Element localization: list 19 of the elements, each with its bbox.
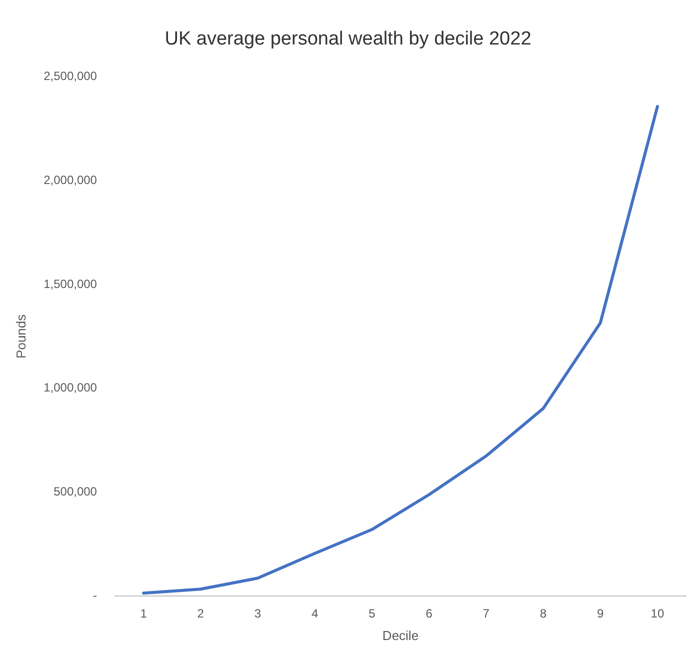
x-tick-label: 9: [597, 606, 604, 621]
x-tick-label: 4: [311, 606, 318, 621]
x-tick-label: 10: [650, 606, 664, 621]
x-tick-label: 6: [426, 606, 433, 621]
x-tick-label: 7: [482, 606, 490, 621]
y-tick-label: 1,000,000: [44, 380, 98, 395]
y-tick-label: 500,000: [54, 484, 98, 498]
x-tick-label: 5: [368, 606, 376, 621]
y-tick-label: 2,500,000: [44, 69, 98, 84]
x-tick-label: 3: [254, 606, 262, 621]
chart-title: UK average personal wealth by decile 2022: [164, 28, 532, 50]
y-tick-label: -: [92, 588, 97, 602]
x-tick-label: 2: [197, 606, 204, 621]
y-axis-title: Pounds: [13, 314, 28, 358]
y-tick-label: 2,000,000: [44, 172, 98, 187]
x-tick-label: 1: [140, 606, 148, 621]
x-tick-label: 8: [540, 606, 547, 621]
y-tick-label: 1,500,000: [44, 276, 98, 291]
x-axis-title: Decile: [382, 628, 419, 643]
